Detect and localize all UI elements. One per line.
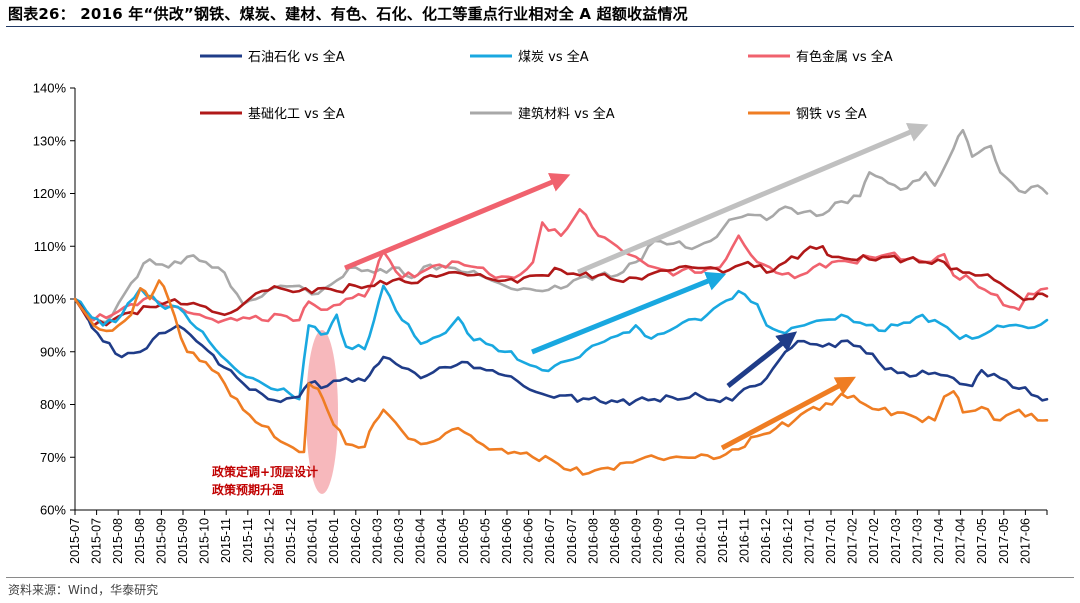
series-line-2	[73, 208, 1049, 324]
policy-highlight-ellipse	[306, 330, 338, 494]
x-tick-label: 2017-06	[1018, 518, 1032, 564]
y-tick-label: 70%	[40, 450, 66, 465]
x-tick-label: 2015-08	[133, 518, 147, 564]
title-rule	[6, 26, 1074, 27]
x-tick-label: 2017-02	[846, 518, 860, 564]
series-line-4	[73, 128, 1049, 327]
annotation-line2: 政策预期升温	[212, 482, 284, 497]
legend-label: 有色金属 vs 全A	[796, 49, 893, 65]
x-tick-label: 2016-07	[565, 518, 579, 564]
source-note: 资料来源：Wind，华泰研究	[8, 583, 159, 597]
x-tick-label: 2015-10	[198, 518, 212, 564]
legend-label: 煤炭 vs 全A	[518, 49, 589, 65]
navy-arrow	[726, 331, 798, 388]
x-tick-label: 2016-06	[522, 518, 536, 564]
gray-arrow	[577, 123, 929, 275]
series-line-1	[73, 284, 1049, 401]
x-tick-label: 2016-10	[694, 518, 708, 564]
x-tick-label: 2015-07	[68, 518, 82, 564]
blue-arrow	[531, 271, 727, 355]
x-tick-label: 2015-09	[176, 518, 190, 564]
y-tick-label: 60%	[40, 503, 66, 518]
x-tick-label: 2016-07	[543, 518, 557, 564]
x-tick-label: 2015-12	[284, 518, 298, 564]
y-tick-label: 120%	[33, 186, 67, 201]
series-line-0	[73, 297, 1049, 407]
x-tick-label: 2016-05	[478, 518, 492, 564]
x-tick-label: 2016-04	[435, 518, 449, 564]
series-line-3	[73, 245, 1049, 327]
pink-arrow	[344, 172, 571, 271]
x-tick-label: 2017-01	[802, 518, 816, 564]
x-tick-label: 2015-09	[154, 518, 168, 564]
x-tick-label: 2016-08	[608, 518, 622, 564]
x-tick-label: 2016-10	[673, 518, 687, 564]
x-tick-label: 2016-12	[759, 518, 773, 564]
x-tick-label: 2016-01	[327, 518, 341, 564]
x-tick-label: 2016-01	[306, 518, 320, 564]
y-tick-label: 90%	[40, 344, 66, 359]
orange-arrow	[720, 376, 856, 451]
x-tick-label: 2016-06	[500, 518, 514, 564]
line-chart: 60% 70% 80% 90% 100% 110% 120% 130% 140% 2015-07…	[33, 49, 1049, 564]
y-tick-label: 80%	[40, 397, 66, 412]
y-tick-label: 130%	[33, 133, 67, 148]
x-tick-label: 2016-02	[349, 518, 363, 564]
legend-label: 建筑材料 vs 全A	[518, 106, 615, 122]
x-tick-label: 2017-04	[932, 518, 946, 564]
annotation-line1: 政策定调+顶层设计	[212, 464, 318, 479]
x-tick-label: 2015-08	[111, 518, 125, 564]
y-axis: 60% 70% 80% 90% 100% 110% 120% 130% 140%	[33, 81, 76, 518]
x-tick-label: 2015-12	[262, 518, 276, 564]
x-tick-label: 2016-12	[781, 518, 795, 564]
legend-label: 钢铁 vs 全A	[796, 106, 867, 122]
x-tick-label: 2015-07	[90, 518, 104, 564]
x-tick-label: 2016-11	[738, 518, 752, 563]
x-tick-label: 2015-11	[241, 518, 255, 563]
x-tick-label: 2017-03	[910, 518, 924, 564]
x-tick-label: 2016-03	[370, 518, 384, 564]
x-tick-label: 2017-02	[867, 518, 881, 564]
x-tick-label: 2017-05	[997, 518, 1011, 564]
x-tick-label: 2016-09	[651, 518, 665, 564]
legend-label: 石油石化 vs 全A	[248, 49, 345, 65]
x-tick-label: 2016-11	[716, 518, 730, 563]
x-tick-label: 2017-01	[824, 518, 838, 564]
y-tick-label: 140%	[33, 81, 67, 96]
y-tick-label: 100%	[33, 292, 67, 307]
x-tick-label: 2016-08	[586, 518, 600, 564]
legend: 石油石化 vs 全A 煤炭 vs 全A 有色金属 vs 全A 基础化工 vs 全A 建筑…	[200, 49, 893, 122]
y-tick-label: 110%	[34, 239, 67, 254]
footer-rule	[6, 577, 1074, 578]
chart-title: 图表26： 2016 年“供改”钢铁、煤炭、建材、有色、石化、化工等重点行业相对…	[8, 5, 688, 23]
series-layer	[73, 128, 1049, 476]
x-tick-label: 2016-09	[630, 518, 644, 564]
x-tick-label: 2017-04	[954, 518, 968, 564]
x-tick-label: 2016-03	[392, 518, 406, 564]
x-tick-label: 2017-03	[889, 518, 903, 564]
legend-label: 基础化工 vs 全A	[248, 106, 345, 122]
x-tick-label: 2017-05	[975, 518, 989, 564]
x-axis: 2015-07 2015-07 2015-08 2015-08 2015-09 2015-…	[68, 509, 1048, 564]
x-tick-label: 2016-04	[414, 518, 428, 564]
x-tick-label: 2015-11	[219, 518, 233, 563]
series-line-5	[73, 279, 1049, 476]
x-tick-label: 2016-05	[457, 518, 471, 564]
